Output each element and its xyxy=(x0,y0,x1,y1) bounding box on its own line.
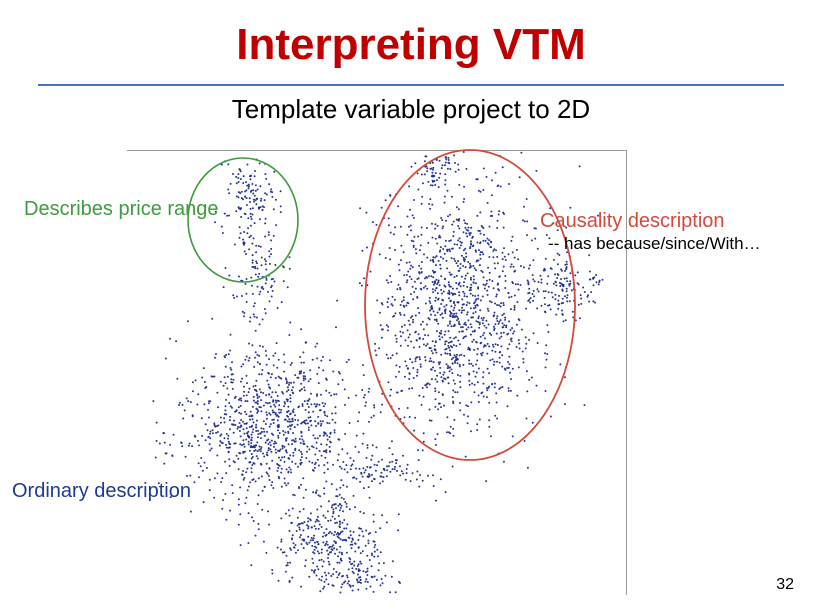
slide-title: Interpreting VTM xyxy=(0,0,822,70)
label-causality-sub: -- has because/since/With… xyxy=(548,234,761,254)
scatter-points xyxy=(152,151,603,594)
page-number: 32 xyxy=(776,576,794,594)
slide-subtitle: Template variable project to 2D xyxy=(0,94,822,125)
label-ordinary: Ordinary description xyxy=(12,480,191,503)
label-price-range: Describes price range xyxy=(24,198,219,221)
scatter-plot-region: Describes price range Causality descript… xyxy=(0,150,822,614)
title-divider xyxy=(38,84,784,86)
label-causality: Causality description xyxy=(540,210,725,233)
